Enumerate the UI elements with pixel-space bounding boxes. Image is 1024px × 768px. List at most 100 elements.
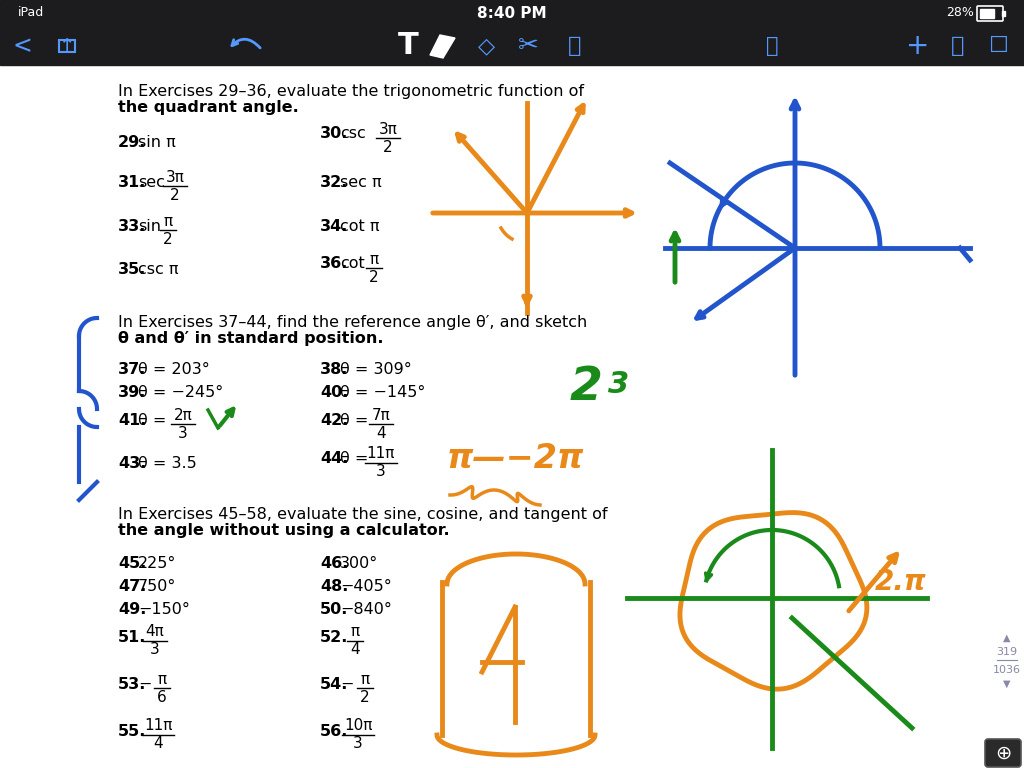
- Text: 42.: 42.: [319, 413, 348, 428]
- Text: ☐: ☐: [988, 36, 1008, 56]
- Text: 2.π: 2.π: [874, 568, 927, 596]
- Text: sec: sec: [138, 175, 165, 190]
- Text: 2: 2: [383, 140, 393, 154]
- Text: 41.: 41.: [118, 413, 146, 428]
- Text: ✋: ✋: [568, 36, 582, 56]
- FancyBboxPatch shape: [985, 739, 1021, 767]
- Text: −: −: [340, 677, 353, 692]
- Text: 300°: 300°: [340, 556, 378, 571]
- Text: 3: 3: [376, 465, 386, 479]
- Text: 4: 4: [376, 425, 386, 441]
- Text: −840°: −840°: [340, 602, 392, 617]
- Text: π: π: [158, 671, 167, 687]
- Text: 48.: 48.: [319, 579, 348, 594]
- Text: 🎤: 🎤: [766, 36, 778, 56]
- Text: −: −: [138, 677, 152, 692]
- Text: 56.: 56.: [319, 724, 348, 739]
- Text: 7π: 7π: [372, 408, 390, 422]
- Text: 319: 319: [996, 647, 1018, 657]
- Text: 1036: 1036: [993, 665, 1021, 675]
- Text: θ = 3.5: θ = 3.5: [138, 456, 197, 471]
- Text: 3: 3: [178, 425, 187, 441]
- Text: 28%: 28%: [946, 6, 974, 19]
- Text: 2: 2: [570, 365, 603, 410]
- Text: ✂: ✂: [517, 34, 539, 58]
- Text: π: π: [164, 214, 173, 229]
- Text: 39.: 39.: [118, 385, 146, 400]
- Text: 32.: 32.: [319, 175, 348, 190]
- Text: 34.: 34.: [319, 219, 348, 234]
- Text: 3: 3: [608, 370, 630, 399]
- Text: ◇: ◇: [477, 36, 495, 56]
- Text: 30.: 30.: [319, 126, 348, 141]
- Bar: [980, 9, 994, 18]
- Text: 45.: 45.: [118, 556, 146, 571]
- Text: ▼: ▼: [1004, 679, 1011, 689]
- Text: 2: 2: [370, 270, 379, 284]
- Text: 6: 6: [157, 690, 167, 704]
- Text: In Exercises 29–36, evaluate the trigonometric function of: In Exercises 29–36, evaluate the trigono…: [118, 84, 584, 99]
- Text: 2: 2: [163, 231, 173, 247]
- Text: 2π: 2π: [174, 408, 193, 422]
- Text: 33.: 33.: [118, 219, 146, 234]
- Bar: [1002, 11, 1005, 16]
- Text: 3: 3: [353, 737, 362, 752]
- Text: 10π: 10π: [344, 719, 372, 733]
- Text: θ = −245°: θ = −245°: [138, 385, 223, 400]
- Text: In Exercises 45–58, evaluate the sine, cosine, and tangent of: In Exercises 45–58, evaluate the sine, c…: [118, 507, 607, 522]
- Text: 2: 2: [360, 690, 370, 704]
- Text: 31.: 31.: [118, 175, 146, 190]
- Text: 53.: 53.: [118, 677, 146, 692]
- Text: θ =: θ =: [340, 451, 369, 466]
- Text: 225°: 225°: [138, 556, 176, 571]
- Text: 44.: 44.: [319, 451, 348, 466]
- Text: 2: 2: [170, 187, 180, 203]
- Text: sec π: sec π: [340, 175, 382, 190]
- Text: 38.: 38.: [319, 362, 348, 377]
- Text: 3π: 3π: [166, 170, 184, 184]
- Text: 46.: 46.: [319, 556, 348, 571]
- Text: −405°: −405°: [340, 579, 392, 594]
- Polygon shape: [430, 35, 455, 58]
- Text: π: π: [370, 251, 379, 266]
- Text: 8:40 PM: 8:40 PM: [477, 5, 547, 21]
- Bar: [0, 0, 1024, 65]
- Text: 35.: 35.: [118, 262, 146, 277]
- Text: 11π: 11π: [367, 446, 395, 462]
- Text: ↑: ↑: [58, 37, 75, 55]
- Text: θ and θ′ in standard position.: θ and θ′ in standard position.: [118, 331, 384, 346]
- Text: θ =: θ =: [340, 413, 369, 428]
- Text: 43.: 43.: [118, 456, 146, 471]
- Text: csc π: csc π: [138, 262, 178, 277]
- Text: 4π: 4π: [145, 624, 165, 640]
- Text: −150°: −150°: [138, 602, 189, 617]
- Text: 54.: 54.: [319, 677, 348, 692]
- Text: 750°: 750°: [138, 579, 176, 594]
- Bar: [59, 40, 75, 52]
- Text: 55.: 55.: [118, 724, 146, 739]
- Text: <: <: [12, 34, 32, 58]
- Text: ⊕: ⊕: [994, 743, 1011, 763]
- Text: 47.: 47.: [118, 579, 146, 594]
- Text: 49.: 49.: [118, 602, 146, 617]
- Text: π: π: [350, 624, 359, 640]
- Text: θ = −145°: θ = −145°: [340, 385, 425, 400]
- Text: 40.: 40.: [319, 385, 348, 400]
- Text: iPad: iPad: [18, 6, 44, 19]
- Text: θ = 309°: θ = 309°: [340, 362, 412, 377]
- Text: 4: 4: [350, 643, 359, 657]
- Text: 3: 3: [151, 643, 160, 657]
- Text: 3π: 3π: [379, 121, 397, 137]
- Text: 50.: 50.: [319, 602, 348, 617]
- Text: ▲: ▲: [1004, 633, 1011, 643]
- Text: the quadrant angle.: the quadrant angle.: [118, 100, 299, 115]
- Text: π—−2π: π—−2π: [447, 442, 585, 475]
- Text: 4: 4: [154, 737, 163, 752]
- Text: 51.: 51.: [118, 630, 146, 645]
- Text: csc: csc: [340, 126, 366, 141]
- Text: π: π: [360, 671, 370, 687]
- Text: sin: sin: [138, 219, 161, 234]
- Text: 11π: 11π: [143, 719, 172, 733]
- Text: θ = 203°: θ = 203°: [138, 362, 210, 377]
- Text: the angle without using a calculator.: the angle without using a calculator.: [118, 523, 450, 538]
